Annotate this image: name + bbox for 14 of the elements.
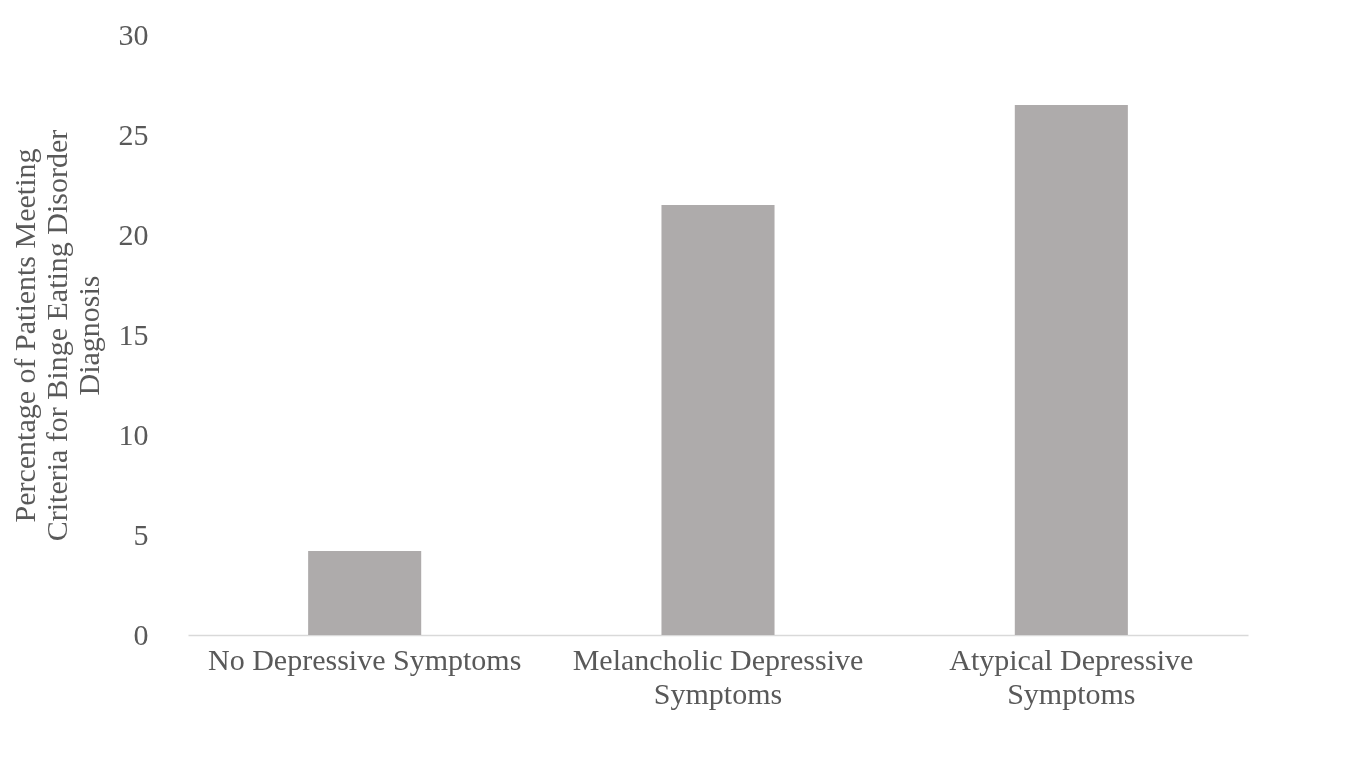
y-tick-label: 20	[118, 217, 149, 251]
x-tick-label: No Depressive Symptoms	[208, 642, 522, 676]
y-tick-label: 15	[118, 317, 149, 351]
y-tick-label: 10	[118, 417, 149, 451]
bar	[661, 205, 775, 635]
y-tick-label: 25	[118, 117, 149, 151]
y-axis-title: Percentage of Patients Meeting Criteria for Binge Eating Disorder Diagnosis	[7, 129, 105, 542]
y-tick-label: 30	[118, 17, 149, 51]
bar	[1014, 105, 1128, 635]
y-tick-label: 5	[133, 517, 149, 551]
bar	[308, 551, 422, 635]
y-tick-label: 0	[133, 617, 149, 651]
x-tick-label: Atypical Depressive Symptoms	[949, 642, 1194, 710]
x-tick-label: Melancholic Depressive Symptoms	[572, 642, 864, 710]
